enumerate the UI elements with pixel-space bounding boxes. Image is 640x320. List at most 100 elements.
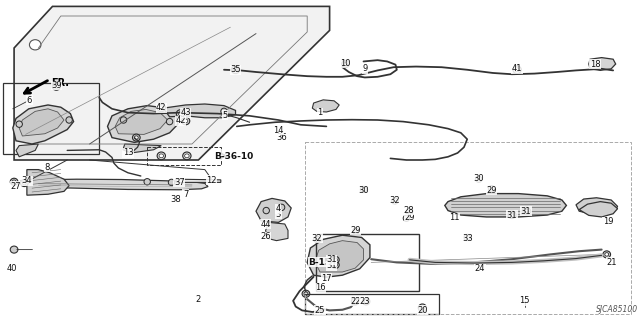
Text: 15: 15 [520, 296, 530, 305]
Ellipse shape [603, 251, 611, 258]
Text: 24: 24 [475, 264, 485, 273]
Ellipse shape [10, 246, 18, 253]
Ellipse shape [232, 66, 240, 74]
Ellipse shape [166, 118, 173, 125]
Text: 34: 34 [22, 176, 32, 185]
Ellipse shape [523, 208, 531, 215]
Text: 30: 30 [474, 174, 484, 183]
Ellipse shape [392, 198, 398, 204]
Ellipse shape [157, 104, 166, 112]
Ellipse shape [344, 62, 348, 66]
Ellipse shape [16, 121, 22, 127]
Text: B-15: B-15 [308, 258, 332, 267]
Polygon shape [312, 100, 339, 112]
Ellipse shape [362, 298, 370, 305]
Text: 11: 11 [449, 213, 460, 222]
Ellipse shape [333, 258, 337, 262]
Text: 7: 7 [183, 190, 188, 199]
Ellipse shape [10, 178, 18, 185]
Polygon shape [256, 198, 291, 222]
Bar [305, 142, 631, 314]
Polygon shape [445, 194, 566, 217]
Ellipse shape [183, 152, 191, 160]
Ellipse shape [332, 261, 339, 268]
Text: 29: 29 [486, 186, 497, 195]
Text: 20: 20 [417, 306, 428, 315]
Text: 42: 42 [175, 116, 186, 125]
Ellipse shape [488, 186, 495, 192]
Text: 13: 13 [123, 148, 133, 157]
Text: 42: 42 [156, 103, 166, 112]
Text: 12: 12 [206, 176, 216, 185]
Text: 33: 33 [462, 234, 472, 243]
Ellipse shape [66, 117, 72, 123]
Text: 19: 19 [603, 217, 613, 226]
Text: 32: 32 [312, 234, 322, 243]
Text: 26: 26 [260, 232, 271, 241]
Text: 27: 27 [10, 182, 20, 191]
Text: 16: 16 [315, 284, 325, 292]
Polygon shape [176, 179, 221, 182]
Ellipse shape [182, 117, 190, 125]
Ellipse shape [508, 211, 516, 218]
Text: 38: 38 [171, 195, 181, 204]
Ellipse shape [515, 68, 520, 72]
Ellipse shape [364, 300, 368, 303]
Text: FR.: FR. [51, 78, 69, 88]
Ellipse shape [360, 186, 367, 193]
Polygon shape [19, 109, 64, 136]
Ellipse shape [353, 300, 357, 303]
Text: 43: 43 [180, 108, 191, 117]
Ellipse shape [177, 110, 185, 117]
Ellipse shape [184, 119, 188, 123]
Ellipse shape [168, 179, 175, 186]
Text: 29: 29 [404, 213, 415, 222]
Text: B-36-10: B-36-10 [214, 152, 253, 161]
Text: 37: 37 [174, 178, 184, 187]
Ellipse shape [20, 180, 28, 187]
Ellipse shape [278, 204, 285, 211]
Text: 41: 41 [512, 64, 522, 73]
Ellipse shape [52, 83, 61, 90]
Ellipse shape [510, 213, 514, 216]
Ellipse shape [12, 180, 16, 184]
Text: 10: 10 [340, 59, 351, 68]
Polygon shape [163, 104, 236, 118]
Ellipse shape [508, 212, 516, 219]
Polygon shape [13, 105, 74, 144]
Polygon shape [579, 202, 618, 217]
Ellipse shape [302, 290, 310, 297]
Polygon shape [315, 241, 364, 272]
Ellipse shape [406, 208, 413, 214]
Bar [305, 294, 439, 314]
Ellipse shape [132, 134, 140, 141]
Bar [316, 234, 419, 291]
Text: 9: 9 [362, 64, 367, 73]
Text: 40: 40 [6, 264, 17, 273]
Ellipse shape [513, 66, 521, 74]
Polygon shape [108, 106, 178, 142]
Ellipse shape [420, 306, 425, 310]
Ellipse shape [159, 106, 164, 110]
Ellipse shape [524, 209, 528, 212]
Text: 32: 32 [389, 196, 399, 205]
Ellipse shape [159, 154, 164, 158]
Polygon shape [589, 58, 616, 70]
Text: 23: 23 [360, 297, 370, 306]
Ellipse shape [419, 304, 427, 312]
Text: 1: 1 [317, 108, 323, 117]
Text: 14: 14 [273, 126, 284, 135]
Text: 35: 35 [230, 65, 241, 74]
Text: 39: 39 [51, 81, 61, 90]
Polygon shape [266, 222, 288, 241]
Ellipse shape [403, 215, 410, 221]
Ellipse shape [54, 84, 59, 88]
Text: 4: 4 [276, 204, 281, 213]
Ellipse shape [510, 213, 514, 217]
Text: 3: 3 [276, 210, 281, 219]
Text: SJCA85100: SJCA85100 [596, 305, 638, 314]
Polygon shape [27, 179, 208, 190]
Polygon shape [115, 109, 168, 134]
Ellipse shape [178, 112, 183, 116]
Text: 17: 17 [321, 274, 332, 283]
